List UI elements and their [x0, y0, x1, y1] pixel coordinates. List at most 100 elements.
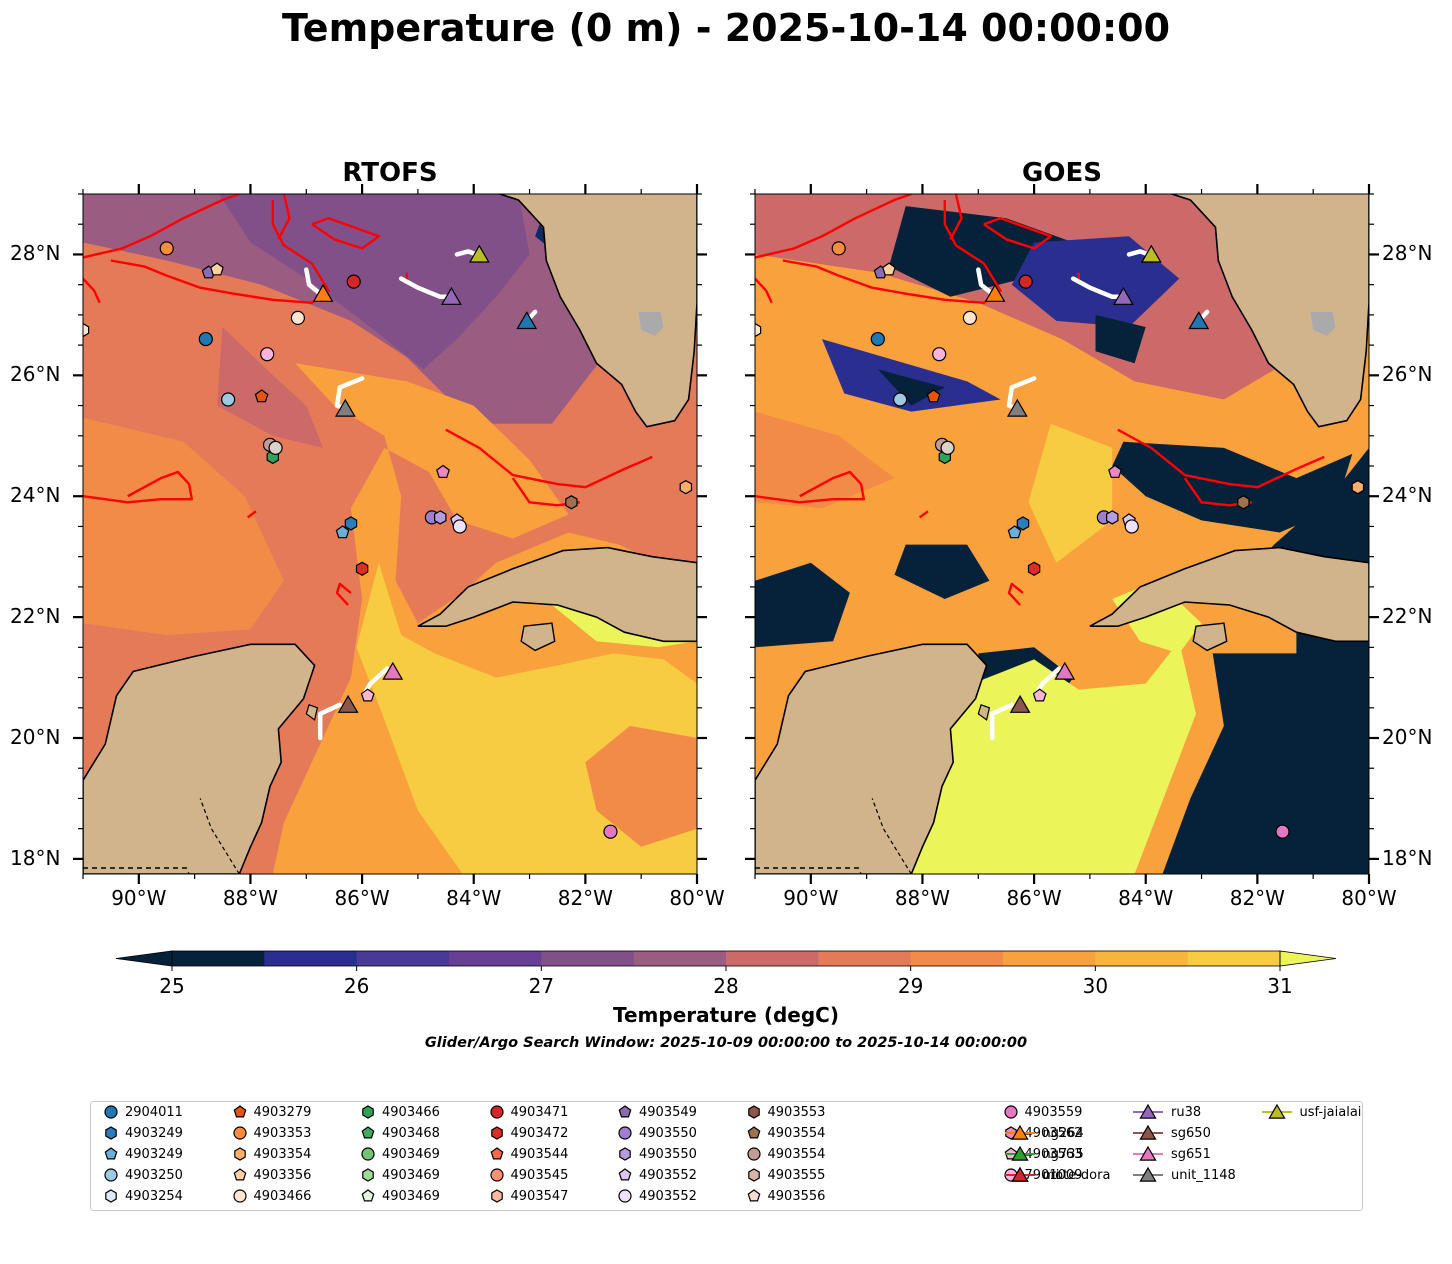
legend-marker-icon — [105, 1126, 117, 1140]
legend-entry-ru38: ru38 — [1131, 1102, 1201, 1122]
colorbar-bin-3 — [449, 951, 542, 966]
goes-float-marker-0 — [831, 241, 846, 256]
rtofs-float-marker-6 — [260, 347, 275, 362]
legend-label: ru38 — [1171, 1104, 1202, 1120]
legend-label: 4903553 — [767, 1104, 826, 1120]
legend-marker-icon — [105, 1189, 117, 1203]
colorbar-bin-5 — [633, 951, 727, 966]
rtofs-float-marker-3 — [198, 331, 213, 347]
legend-entry-4903562: 4903562 — [1003, 1123, 1082, 1143]
legend-entry-4903563: 4903563 — [1003, 1144, 1082, 1164]
legend-triangle-marker — [1267, 1103, 1286, 1119]
legend-circle-marker — [232, 1189, 247, 1203]
goes-float-marker-4 — [893, 392, 908, 407]
panel-title-goes: GOES — [1022, 158, 1102, 188]
legend-marker-icon — [747, 1189, 760, 1202]
legend-label: 4903249 — [125, 1146, 183, 1162]
legend-entry-4903550: 4903550 — [617, 1123, 697, 1143]
legend-entry-2904011: 2904011 — [103, 1102, 183, 1122]
colorbar-bin-11 — [1187, 951, 1281, 966]
map-panel-rtofs[interactable] — [83, 194, 697, 874]
legend-pentagon-marker — [361, 1189, 375, 1202]
map-panel-goes[interactable] — [755, 194, 1369, 874]
lon-tick-label: 86°W — [1006, 886, 1062, 910]
legend-hexagon-marker — [362, 1168, 374, 1182]
goes-track-usf-jaialai — [1126, 249, 1151, 257]
legend-marker-icon — [232, 1126, 247, 1140]
legend-triangle-marker — [1010, 1166, 1029, 1182]
colorbar-tick-label: 26 — [343, 974, 370, 998]
legend-circle-marker — [104, 1168, 118, 1182]
legend-entry-unit_1148: unit_1148 — [1131, 1165, 1236, 1185]
legend-label: 4903468 — [382, 1125, 440, 1141]
legend-label: 4903559 — [1024, 1104, 1083, 1120]
legend-entry-4903249: 4903249 — [103, 1123, 183, 1143]
lon-tick-label: 84°W — [1118, 886, 1174, 910]
legend-entry-4903554: 4903554 — [746, 1144, 825, 1164]
goes-float-marker-6 — [932, 347, 947, 362]
legend-marker-icon — [490, 1147, 503, 1160]
legend-label: 4903544 — [510, 1146, 569, 1162]
legend-pentagon-marker — [233, 1105, 246, 1118]
legend-hexagon-marker — [490, 1189, 503, 1203]
legend-triangle-marker — [1139, 1166, 1157, 1182]
legend-label: 4903550 — [639, 1146, 697, 1162]
goes-float-marker-12 — [1016, 516, 1030, 531]
rtofs-float-marker-7 — [290, 310, 305, 326]
lat-tick-label-left: 18°N — [10, 845, 61, 870]
lat-tick-label-right: 20°N — [1382, 725, 1433, 749]
colorbar-bin-9 — [1003, 951, 1096, 966]
legend-label: 4903550 — [639, 1125, 697, 1141]
search-window-note: Glider/Argo Search Window: 2025-10-09 00… — [424, 1035, 1028, 1051]
goes-float-marker-19 — [1124, 519, 1139, 534]
legend-entry-4903466: 4903466 — [360, 1102, 440, 1122]
lat-tick-label-left: 20°N — [10, 725, 61, 749]
colorbar-tick-label: 28 — [713, 974, 739, 998]
legend-label: 2904011 — [125, 1104, 183, 1120]
legend-pentagon-marker — [747, 1189, 760, 1202]
legend-marker-icon — [746, 1147, 761, 1161]
rtofs-float-marker-4 — [221, 392, 236, 407]
legend-marker-icon — [104, 1105, 118, 1119]
legend-label: 4903556 — [767, 1188, 826, 1204]
colorbar-tick-label: 25 — [159, 974, 185, 998]
legend-pentagon-marker — [104, 1147, 118, 1160]
goes-float-marker-7 — [962, 310, 977, 326]
legend-marker-icon — [1133, 1103, 1163, 1119]
legend-entry-4903466: 4903466 — [232, 1186, 311, 1206]
legend-label: 4903353 — [253, 1125, 312, 1141]
rtofs-float-marker-19 — [452, 519, 467, 534]
legend-label: 4903356 — [253, 1167, 312, 1183]
legend-marker-icon — [747, 1105, 760, 1119]
lat-tick-label-right: 28°N — [1382, 241, 1433, 266]
rtofs-float-marker-14 — [355, 561, 369, 576]
legend-entry-4903547: 4903547 — [489, 1186, 568, 1206]
legend-hexagon-marker — [362, 1105, 374, 1119]
goes-float-marker-24 — [1275, 824, 1290, 839]
legend-label: 4903250 — [125, 1167, 183, 1183]
legend-entry-4903559: 4903559 — [1003, 1102, 1083, 1122]
lon-tick-label: 84°W — [446, 886, 502, 910]
legend-label: 4903469 — [382, 1188, 440, 1204]
legend-hexagon-marker — [105, 1126, 117, 1140]
lat-tick-label-right: 26°N — [1382, 362, 1433, 387]
legend-label: 4903545 — [510, 1167, 569, 1183]
legend-marker-icon — [361, 1126, 375, 1139]
goes-float-marker-8 — [1018, 274, 1033, 289]
legend-marker-icon — [1003, 1105, 1018, 1119]
legend-entry-4903254: 4903254 — [103, 1186, 183, 1206]
lon-tick-label: 82°W — [557, 886, 613, 910]
colorbar-bin-1 — [264, 951, 358, 966]
legend-entry-4903555: 4903555 — [746, 1165, 825, 1185]
goes-float-marker-20 — [1237, 495, 1250, 510]
legend-entry-4903249: 4903249 — [103, 1144, 183, 1164]
legend-triangle-marker — [1139, 1124, 1157, 1140]
rtofs-float-marker-21 — [679, 480, 693, 495]
legend-entry-4903353: 4903353 — [232, 1123, 312, 1143]
legend-marker-icon — [1133, 1124, 1163, 1140]
legend-entry-sg650: sg650 — [1131, 1123, 1211, 1143]
legend-entry-4903468: 4903468 — [360, 1123, 440, 1143]
legend-entry-4903553: 4903553 — [746, 1102, 826, 1122]
legend-label: 7901009 — [1024, 1167, 1083, 1183]
legend-label: 4903279 — [253, 1104, 312, 1120]
